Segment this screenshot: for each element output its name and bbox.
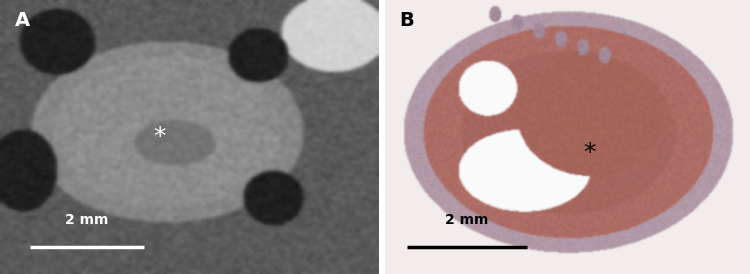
Text: B: B	[399, 11, 414, 30]
Text: *: *	[153, 125, 165, 149]
Text: 2 mm: 2 mm	[65, 213, 109, 227]
Text: *: *	[583, 141, 596, 165]
Text: A: A	[15, 11, 30, 30]
Text: 2 mm: 2 mm	[446, 213, 488, 227]
